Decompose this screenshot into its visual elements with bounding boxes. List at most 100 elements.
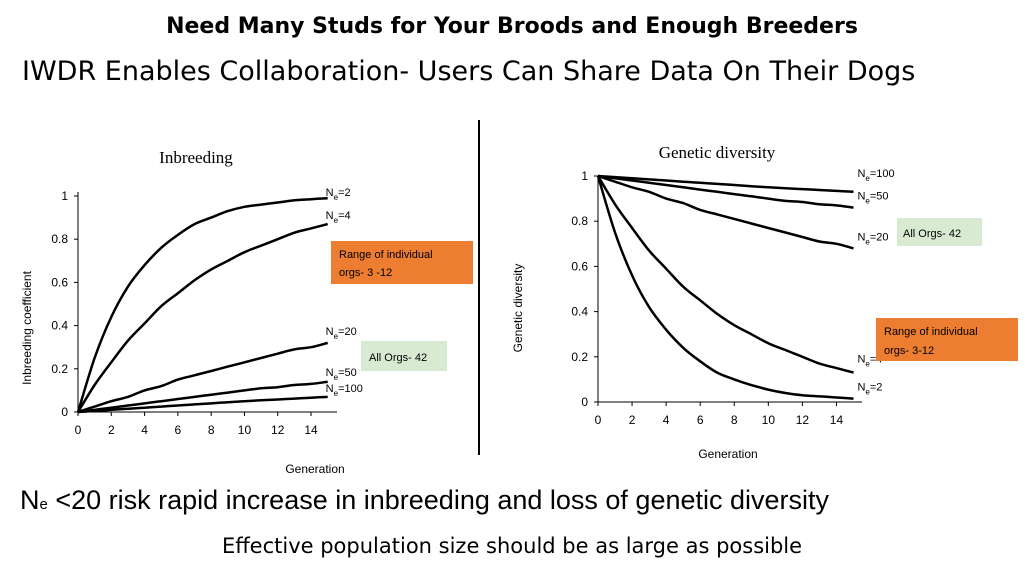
annotation-range-right: Range of individual orgs- 3-12: [876, 318, 1018, 361]
inbreeding-series-label-base: N: [326, 367, 334, 379]
genetic-diversity-series-label-rest: =100: [870, 168, 895, 180]
genetic-diversity-series-label-sub: e: [865, 388, 870, 397]
inbreeding-series-label-sub: e: [334, 332, 339, 341]
genetic-diversity-y-tick-label: 0: [581, 395, 588, 409]
inbreeding-series-label-rest: =20: [338, 326, 357, 338]
annotation-all-orgs-right-text: All Orgs- 42: [903, 228, 961, 240]
inbreeding-series-label-sub: e: [334, 216, 339, 225]
genetic-diversity-y-tick-label: 1: [581, 169, 588, 183]
genetic-diversity-series-label-base: N: [857, 168, 865, 180]
genetic-diversity-x-tick-label: 4: [663, 413, 670, 427]
annotation-range-left: Range of individual orgs- 3 -12: [331, 241, 473, 284]
annotation-range-left-box: [331, 241, 473, 284]
genetic-diversity-x-tick-label: 2: [629, 413, 636, 427]
ne-symbol: Ne: [20, 485, 48, 515]
inbreeding-series-label-rest: =50: [338, 367, 357, 379]
genetic-diversity-series-label: Ne=50: [857, 191, 888, 206]
genetic-diversity-series-line: [597, 174, 854, 194]
inbreeding-series-label-sub: e: [334, 389, 339, 398]
inbreeding-series-label: Ne=20: [326, 326, 357, 341]
genetic-diversity-series-label-sub: e: [865, 237, 870, 246]
genetic-diversity-series-label-base: N: [857, 382, 865, 394]
genetic-diversity-series-lines: [596, 174, 854, 400]
inbreeding-chart-title: Inbreeding: [159, 148, 233, 167]
genetic-diversity-x-tick-label: 0: [595, 413, 602, 427]
genetic-diversity-x-tick-label: 8: [731, 413, 738, 427]
genetic-diversity-x-tick-label: 10: [762, 413, 776, 427]
annotation-range-right-line-2: orgs- 3-12: [884, 345, 934, 357]
genetic-diversity-series-label: Ne=2: [857, 382, 882, 397]
inbreeding-x-tick-label: 2: [108, 423, 115, 437]
inbreeding-x-tick-label: 6: [175, 423, 182, 437]
inbreeding-series-label-rest: =4: [338, 210, 351, 222]
chart-divider: [478, 120, 480, 455]
genetic-diversity-y-tick-label: 0.8: [571, 214, 588, 228]
annotation-all-orgs-left-box: [361, 341, 447, 371]
inbreeding-y-tick-label: 0: [61, 405, 68, 419]
genetic-diversity-series-label-base: N: [857, 191, 865, 203]
genetic-diversity-x-tick-label: 6: [697, 413, 704, 427]
inbreeding-x-tick-label: 8: [208, 423, 215, 437]
inbreeding-series-label-sub: e: [334, 193, 339, 202]
genetic-diversity-x-tick-label: 12: [796, 413, 810, 427]
inbreeding-y-tick-label: 0.4: [51, 319, 68, 333]
inbreeding-series-label-base: N: [326, 210, 334, 222]
genetic-diversity-series-label-sub: e: [865, 197, 870, 206]
inbreeding-series-line: [77, 341, 329, 414]
inbreeding-series-line: [77, 395, 328, 414]
inbreeding-series-line: [76, 196, 328, 413]
inbreeding-x-tick-label: 14: [304, 423, 318, 437]
inbreeding-x-tick-label: 10: [238, 423, 252, 437]
genetic-diversity-series-label-base: N: [857, 354, 865, 366]
genetic-diversity-series-line: [596, 175, 854, 400]
annotation-all-orgs-left-text: All Orgs- 42: [369, 352, 427, 364]
inbreeding-x-tick-label: 4: [141, 423, 148, 437]
inbreeding-series-label-base: N: [326, 326, 334, 338]
ne-symbol-base: N: [20, 485, 40, 515]
footer-line-2: Effective population size should be as l…: [221, 534, 803, 558]
inbreeding-y-tick-label: 0.6: [51, 275, 68, 289]
annotation-all-orgs-left: All Orgs- 42: [361, 341, 447, 371]
inbreeding-ticks: 0 2 4 6 8 10 12 14 0 0.2 0.4 0.6 0.8 1: [51, 189, 318, 437]
inbreeding-y-tick-label: 0.2: [51, 362, 68, 376]
genetic-diversity-series-label-sub: e: [865, 174, 870, 183]
annotation-range-left-line-1: Range of individual: [339, 249, 433, 261]
genetic-diversity-chart: Genetic diversity 0 2 4 6 8 10 12 1400.20.40.60…: [511, 143, 895, 461]
genetic-diversity-series-label-rest: =50: [870, 191, 889, 203]
footer-line-1: Ne <20 risk rapid increase in inbreeding…: [20, 485, 1020, 516]
genetic-diversity-series-line: [597, 174, 854, 209]
genetic-diversity-chart-title: Genetic diversity: [659, 143, 776, 162]
inbreeding-series-line: [76, 222, 329, 413]
inbreeding-series-label-base: N: [326, 187, 334, 199]
genetic-diversity-series-line: [596, 175, 854, 374]
genetic-diversity-series-label-sub: e: [865, 360, 870, 369]
inbreeding-series-label: Ne=4: [326, 210, 351, 225]
inbreeding-series-label-sub: e: [334, 373, 339, 382]
genetic-diversity-y-tick-label: 0.4: [571, 305, 588, 319]
genetic-diversity-y-tick-label: 0.2: [571, 350, 588, 364]
inbreeding-series-label-rest: =2: [338, 187, 351, 199]
genetic-diversity-x-tick-label: 14: [830, 413, 844, 427]
annotation-range-right-line-1: Range of individual: [884, 326, 978, 338]
inbreeding-series-label: Ne=100: [326, 383, 363, 398]
footer-line-1-text: <20 risk rapid increase in inbreeding an…: [47, 485, 830, 515]
annotation-range-right-box: [876, 318, 1018, 361]
inbreeding-y-tick-label: 1: [61, 189, 68, 203]
inbreeding-x-tick-label: 0: [75, 423, 82, 437]
genetic-diversity-series-label: Ne=100: [857, 168, 894, 183]
inbreeding-series-label-base: N: [326, 383, 334, 395]
inbreeding-y-tick-label: 0.8: [51, 232, 68, 246]
genetic-diversity-series-label-rest: =2: [870, 382, 883, 394]
genetic-diversity-y-tick-label: 0.6: [571, 259, 588, 273]
genetic-diversity-ticks: 0 2 4 6 8 10 12 14 0 0.2 0.4 0.6 0.8 1: [571, 169, 843, 427]
inbreeding-y-axis-label: Inbreeding coefficient: [20, 270, 34, 385]
inbreeding-series-line: [77, 380, 328, 414]
inbreeding-series-lines: [76, 196, 329, 414]
genetic-diversity-series-label-base: N: [857, 231, 865, 243]
inbreeding-x-tick-label: 12: [271, 423, 285, 437]
annotation-all-orgs-right-box: [897, 218, 982, 246]
